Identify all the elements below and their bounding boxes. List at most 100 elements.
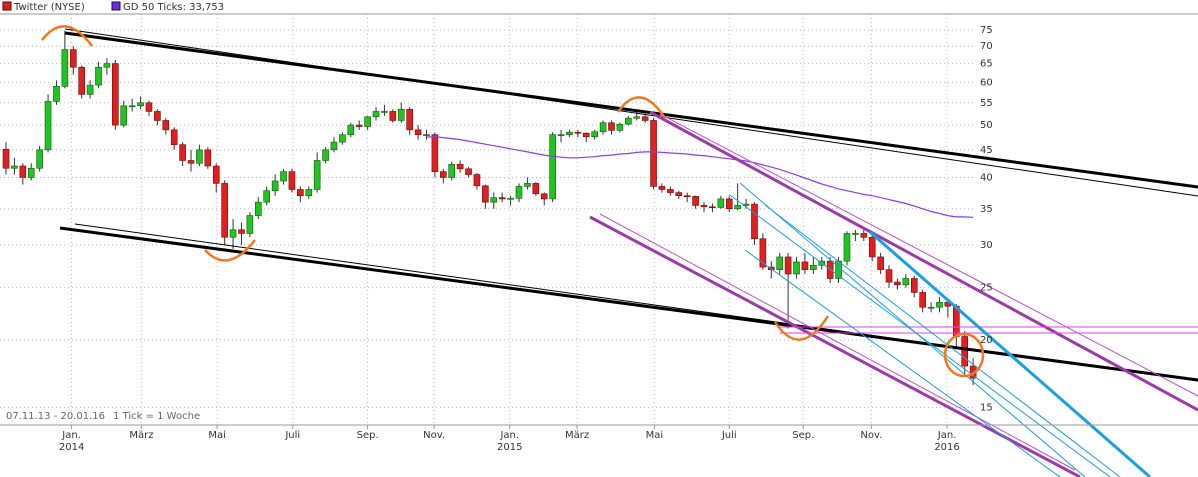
x-tick-label: Mai (208, 430, 226, 441)
candle-body (145, 102, 153, 112)
x-tick-label: Nov. (423, 430, 445, 441)
candle-body (27, 167, 35, 178)
candle-body (280, 171, 287, 182)
y-tick-label: 35 (980, 204, 993, 215)
marker-arc (204, 239, 256, 262)
trendline (764, 204, 1121, 477)
candle-body (212, 165, 220, 184)
candle-body (44, 101, 52, 151)
candle-body (36, 149, 43, 169)
x-tick-label: Jan. (937, 430, 957, 441)
y-tick-label: 55 (980, 98, 993, 109)
y-tick-label: 50 (980, 120, 993, 131)
x-tick-label: Juli (721, 430, 737, 441)
candle-body (532, 183, 540, 195)
marker-circle (943, 332, 985, 378)
candle-body (709, 206, 716, 209)
candle-body (204, 149, 212, 167)
x-tick-label: Sep. (357, 430, 379, 441)
candle-body (683, 195, 691, 198)
marker-arc (41, 25, 93, 47)
candle-body (170, 129, 178, 145)
candle-body (254, 201, 262, 216)
candle-body (910, 278, 918, 293)
legend: Twitter (NYSE) GD 50 Ticks: 33,753 (2, 1, 224, 13)
candle-body (524, 183, 531, 187)
candle-body (566, 131, 573, 135)
x-tick-label: Jan. (499, 430, 519, 441)
candle-body (431, 134, 439, 172)
candle-body (423, 134, 430, 136)
candle-body (700, 205, 708, 208)
candle-body (339, 134, 346, 143)
candle-body (246, 215, 254, 234)
candle-body (187, 160, 195, 164)
trendline (64, 28, 1198, 197)
candle-body (288, 171, 296, 190)
candle-body (297, 189, 304, 197)
candle-body (507, 197, 514, 200)
candle-body (658, 186, 666, 190)
candle-body (641, 116, 649, 121)
trendline (649, 110, 1198, 412)
candle-body (154, 111, 161, 121)
candle-body (919, 292, 926, 308)
trendline (589, 215, 1081, 477)
candle-body (196, 149, 203, 164)
plot (2, 30, 977, 386)
candle-body (2, 148, 10, 169)
candle-body (902, 278, 910, 286)
candle-body (767, 266, 775, 270)
candle-body (574, 131, 582, 134)
candle-body (852, 233, 859, 235)
candle-body (784, 256, 792, 275)
candle-body (120, 105, 128, 126)
candle-body (725, 198, 733, 210)
trendline (659, 113, 1198, 397)
candle-body (650, 120, 657, 187)
legend-label: GD 50 Ticks: 33,753 (123, 2, 224, 13)
legend-swatch (111, 1, 121, 11)
y-tick-label: 20 (980, 335, 993, 346)
candle-body (515, 186, 523, 199)
candle-body (456, 164, 464, 170)
y-tick-label: 30 (980, 240, 993, 251)
candle-body (608, 122, 615, 131)
candle-body (961, 336, 969, 367)
candle-body (364, 116, 371, 127)
candle-body (381, 111, 388, 113)
trendline (869, 230, 1151, 477)
trendline (744, 249, 1061, 477)
candle-body (717, 198, 725, 208)
legend-swatch (2, 1, 12, 11)
candle-body (633, 116, 641, 119)
candle-body (675, 192, 683, 197)
candle-body (599, 122, 607, 133)
candle-body (936, 301, 943, 308)
candle-body (372, 111, 380, 118)
y-tick-label: 75 (980, 25, 993, 36)
candle-body (406, 108, 413, 131)
candle-body (860, 233, 868, 238)
candle-body (591, 131, 598, 137)
candle-body (347, 124, 355, 135)
candle-body (498, 197, 506, 200)
candle-body (751, 203, 758, 240)
candle-body (625, 117, 632, 125)
year-label: 2015 (497, 442, 522, 453)
y-tick-label: 25 (980, 283, 993, 294)
x-tick-label: März (565, 430, 589, 441)
candle-body (440, 171, 447, 178)
marker-arc (616, 96, 667, 119)
candle-body (305, 189, 313, 197)
candle-body (86, 84, 94, 95)
candle-body (616, 123, 624, 131)
trendline (729, 194, 1111, 477)
candle-body (448, 164, 456, 178)
candle-body (128, 105, 136, 108)
candle-body (221, 183, 228, 238)
candle-body (776, 256, 783, 270)
candle-body (877, 256, 884, 270)
